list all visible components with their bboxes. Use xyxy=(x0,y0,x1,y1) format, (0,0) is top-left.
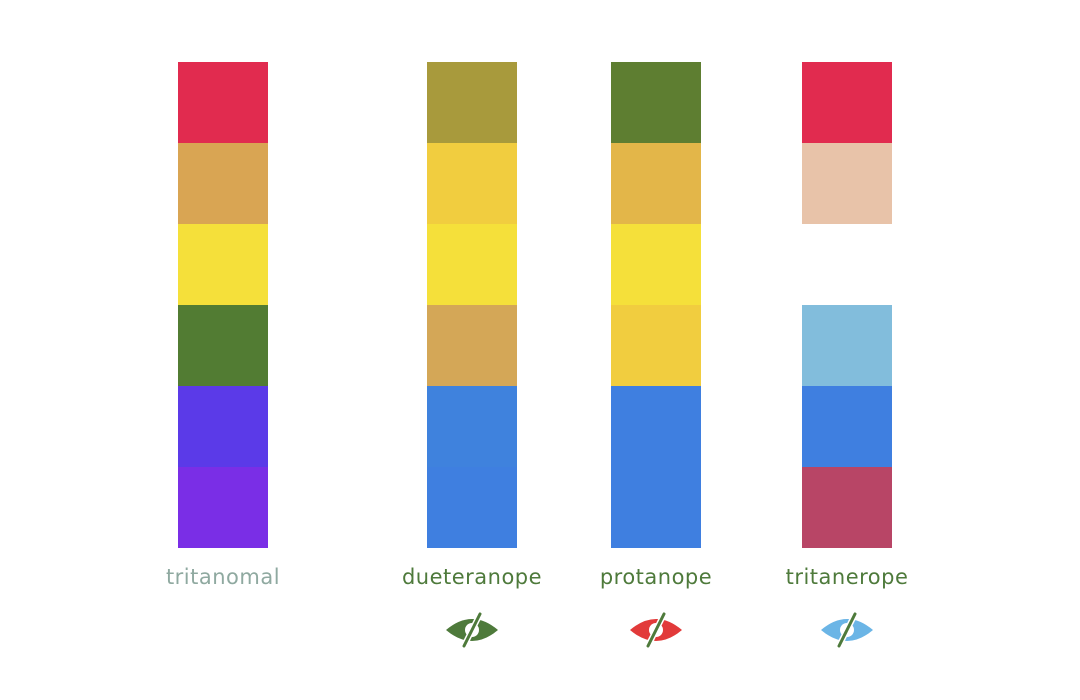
column-tritanomal xyxy=(178,62,268,548)
swatch xyxy=(427,467,517,548)
swatch-stack-dueteranope xyxy=(427,62,517,548)
swatch xyxy=(802,224,892,305)
swatch xyxy=(178,386,268,467)
swatch xyxy=(178,305,268,386)
label-dueteranope: dueteranope xyxy=(401,565,543,589)
column-dueteranope xyxy=(427,62,517,548)
swatch-stack-tritanerope xyxy=(802,62,892,548)
swatch xyxy=(178,143,268,224)
swatch xyxy=(427,305,517,386)
swatch xyxy=(611,143,701,224)
swatch xyxy=(611,305,701,386)
label-tritanerope: tritanerope xyxy=(785,565,909,589)
swatch xyxy=(802,386,892,467)
swatch xyxy=(611,62,701,143)
label-protanope: protanope xyxy=(599,565,713,589)
swatch xyxy=(178,224,268,305)
swatch xyxy=(611,467,701,548)
column-tritanerope xyxy=(802,62,892,548)
swatch-stack-tritanomal xyxy=(178,62,268,548)
column-protanope xyxy=(611,62,701,548)
swatch xyxy=(802,143,892,224)
eye-slash-icon xyxy=(821,612,873,648)
swatch xyxy=(427,224,517,305)
swatch xyxy=(427,62,517,143)
eye-slash-icon xyxy=(446,612,498,648)
label-tritanomal: tritanomal xyxy=(165,565,281,589)
swatch xyxy=(427,386,517,467)
swatch xyxy=(802,467,892,548)
eye-slash-icon xyxy=(630,612,682,648)
swatch xyxy=(802,62,892,143)
swatch xyxy=(427,143,517,224)
swatch xyxy=(802,305,892,386)
swatch xyxy=(178,467,268,548)
swatch xyxy=(178,62,268,143)
swatch xyxy=(611,386,701,467)
swatch-stack-protanope xyxy=(611,62,701,548)
swatch xyxy=(611,224,701,305)
